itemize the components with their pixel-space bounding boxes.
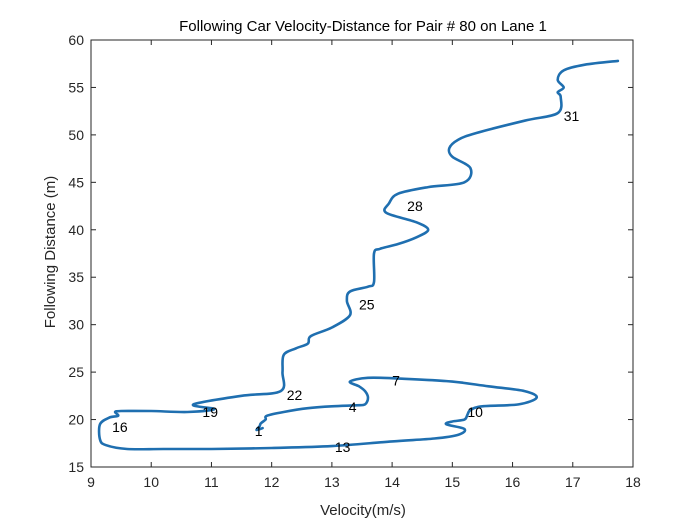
point-annotation-31: 31 <box>564 108 580 124</box>
y-tick-label: 50 <box>68 127 84 143</box>
point-annotation-10: 10 <box>467 404 483 420</box>
x-tick-label: 13 <box>324 474 340 490</box>
y-axis-label: Following Distance (m) <box>42 176 59 329</box>
y-tick-label: 35 <box>68 269 84 285</box>
x-tick-label: 12 <box>264 474 280 490</box>
y-tick-label: 45 <box>68 174 84 190</box>
point-annotation-28: 28 <box>407 198 423 214</box>
y-tick-label: 25 <box>68 364 84 380</box>
y-tick-label: 40 <box>68 222 84 238</box>
x-axis-label: Velocity(m/s) <box>320 502 406 519</box>
x-tick-label: 14 <box>384 474 400 490</box>
point-annotations: 1 4 7 10 13 16 19 22 25 28 31 <box>112 108 579 455</box>
x-axis-ticks: 9 10 11 12 13 14 15 16 17 18 <box>87 40 641 490</box>
series-line-trajectory <box>97 59 620 451</box>
x-tick-label: 17 <box>565 474 581 490</box>
x-tick-label: 11 <box>204 474 219 490</box>
point-annotation-25: 25 <box>359 297 375 313</box>
x-tick-label: 18 <box>625 474 641 490</box>
x-tick-label: 15 <box>445 474 461 490</box>
y-tick-label: 15 <box>68 459 84 475</box>
y-axis-ticks: 15 20 25 30 35 40 45 50 55 60 <box>68 32 633 475</box>
point-annotation-7: 7 <box>392 373 400 389</box>
x-tick-label: 10 <box>143 474 159 490</box>
chart-title: Following Car Velocity-Distance for Pair… <box>179 18 547 35</box>
y-tick-label: 55 <box>68 79 84 95</box>
point-annotation-16: 16 <box>112 419 128 435</box>
axes-box <box>90 39 634 468</box>
point-annotation-1: 1 <box>255 423 263 439</box>
x-tick-label: 9 <box>87 474 95 490</box>
point-annotation-13: 13 <box>335 439 351 455</box>
y-tick-label: 20 <box>68 412 84 428</box>
x-tick-label: 16 <box>505 474 521 490</box>
point-annotation-19: 19 <box>202 404 218 420</box>
y-tick-label: 60 <box>68 32 84 48</box>
point-annotation-4: 4 <box>349 399 357 415</box>
y-tick-label: 30 <box>68 317 84 333</box>
point-annotation-22: 22 <box>287 387 303 403</box>
